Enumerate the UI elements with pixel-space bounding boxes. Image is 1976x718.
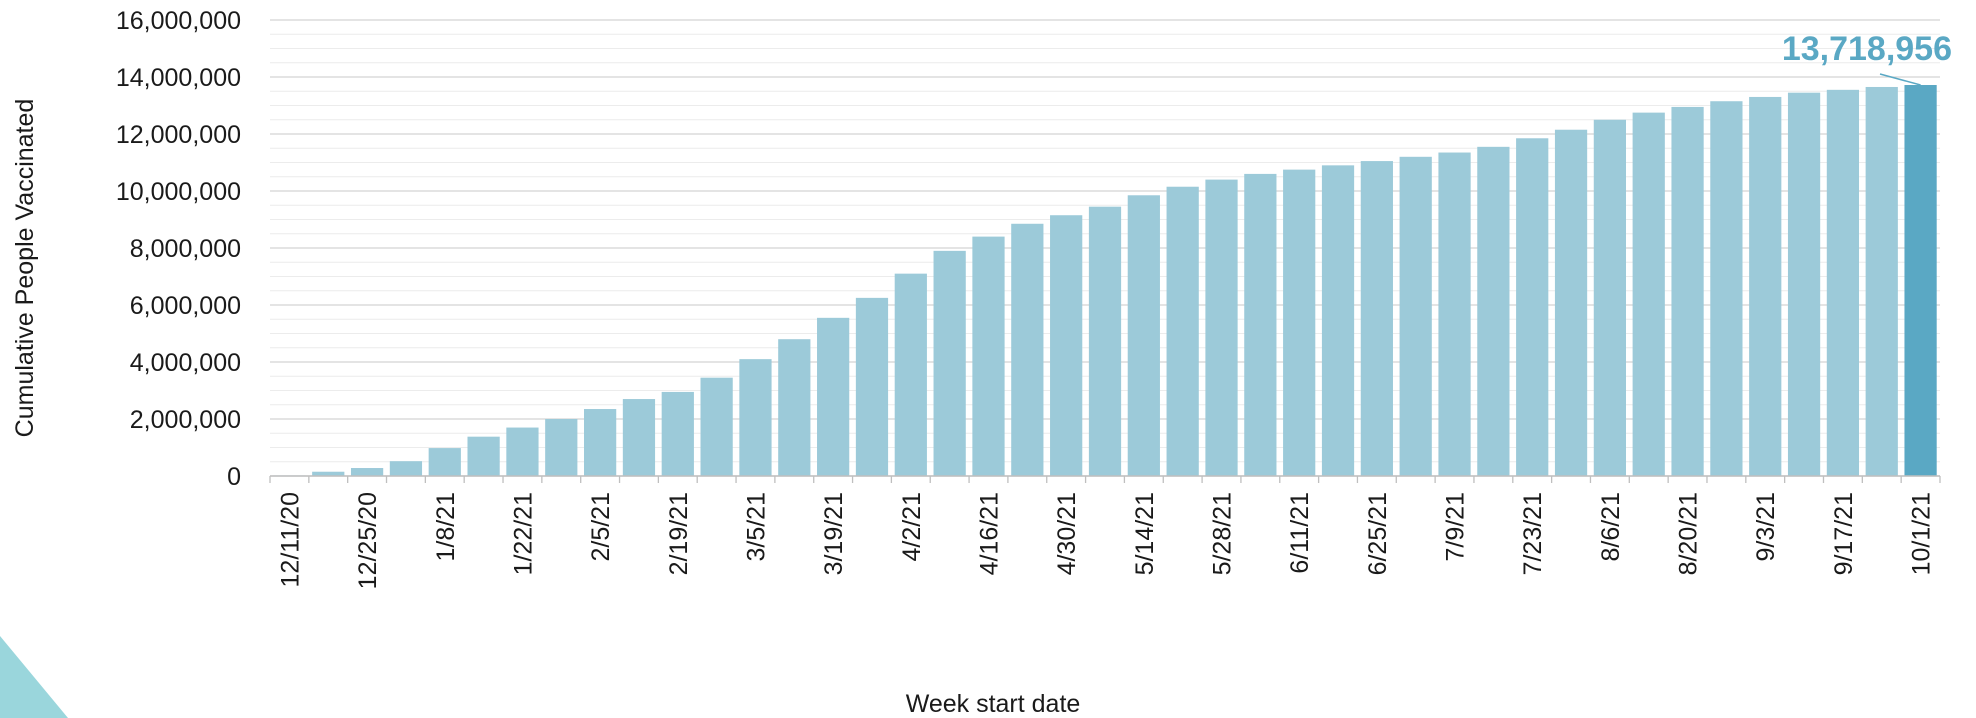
y-axis-tick-labels: 0 2,000,000 4,000,000 6,000,000 8,000,000 10,… xyxy=(116,7,241,491)
bar-4-16-21 xyxy=(972,236,1005,476)
bar-8-13-21 xyxy=(1632,112,1665,476)
bar-5-7-21 xyxy=(1088,206,1122,477)
bar-1-1-21 xyxy=(389,461,423,476)
x-tick-label: 4/16/21 xyxy=(975,492,1003,575)
y-axis-title: Cumulative People Vaccinated xyxy=(11,99,39,438)
bar-10-1-21 xyxy=(1904,85,1937,476)
bar-6-25-21 xyxy=(1360,161,1393,476)
x-axis-tick-labels: 12/11/20 12/25/20 1/8/21 1/22/21 2/5/21 2/19/… xyxy=(276,492,1935,589)
bar-5-28-21 xyxy=(1205,179,1238,476)
bar-3-5-21 xyxy=(739,359,772,476)
annotation-leader-line xyxy=(1879,73,1921,86)
bar-2-5-21 xyxy=(583,409,617,476)
bar-5-21-21 xyxy=(1166,186,1199,476)
corner-decoration-triangle xyxy=(0,636,68,718)
x-tick-label: 4/30/21 xyxy=(1053,492,1081,575)
bar-3-12-21 xyxy=(778,339,811,476)
x-tick-label: 6/25/21 xyxy=(1364,492,1392,575)
bar-6-4-21 xyxy=(1244,173,1277,476)
x-tick-label: 5/28/21 xyxy=(1209,492,1237,575)
x-tick-label: 12/11/20 xyxy=(276,492,304,587)
y-tick-label: 4,000,000 xyxy=(130,349,241,377)
x-tick-label: 2/19/21 xyxy=(665,492,693,575)
bars xyxy=(273,85,1937,477)
y-tick-label: 10,000,000 xyxy=(116,178,241,206)
x-tick-label: 2/5/21 xyxy=(587,492,615,562)
bar-9-3-21 xyxy=(1749,96,1782,476)
y-tick-label: 0 xyxy=(227,463,241,491)
bar-8-20-21 xyxy=(1671,106,1704,477)
bar-8-6-21 xyxy=(1593,119,1627,476)
bar-7-16-21 xyxy=(1477,146,1510,476)
x-tick-label: 5/14/21 xyxy=(1131,492,1159,575)
y-tick-label: 2,000,000 xyxy=(130,406,241,434)
bar-4-2-21 xyxy=(894,273,927,476)
bar-7-23-21 xyxy=(1516,138,1549,476)
x-tick-label: 9/17/21 xyxy=(1830,492,1858,575)
bar-3-19-21 xyxy=(817,317,850,476)
bar-7-9-21 xyxy=(1438,152,1471,476)
bar-5-14-21 xyxy=(1127,195,1160,476)
y-tick-label: 16,000,000 xyxy=(116,7,241,35)
bar-4-30-21 xyxy=(1050,215,1083,476)
bar-9-10-21 xyxy=(1787,92,1821,477)
bar-2-19-21 xyxy=(661,391,694,476)
x-tick-label: 6/11/21 xyxy=(1286,492,1314,574)
last-value-callout: 13,718,956 xyxy=(1782,30,1952,68)
bar-9-17-21 xyxy=(1826,89,1860,476)
bar-2-26-21 xyxy=(700,377,733,476)
y-tick-label: 14,000,000 xyxy=(116,64,241,92)
x-tick-label: 10/1/21 xyxy=(1908,492,1936,575)
bar-6-11-21 xyxy=(1283,169,1316,476)
x-tick-label: 7/9/21 xyxy=(1442,492,1470,562)
bar-9-24-21 xyxy=(1865,86,1898,476)
bar-3-26-21 xyxy=(855,297,889,476)
x-tick-label: 12/25/20 xyxy=(354,492,382,589)
bar-1-15-21 xyxy=(467,436,500,476)
x-tick-label: 3/19/21 xyxy=(820,492,848,575)
y-tick-label: 8,000,000 xyxy=(130,235,241,263)
bar-4-9-21 xyxy=(933,250,966,476)
bar-4-23-21 xyxy=(1011,223,1044,476)
bar-2-12-21 xyxy=(622,399,656,476)
bar-7-30-21 xyxy=(1554,129,1588,476)
y-tick-label: 6,000,000 xyxy=(130,292,241,320)
bar-8-27-21 xyxy=(1710,101,1743,476)
x-tick-label: 8/20/21 xyxy=(1675,492,1703,575)
y-tick-label: 12,000,000 xyxy=(116,121,241,149)
x-axis-ticks xyxy=(269,476,1941,483)
x-tick-label: 4/2/21 xyxy=(898,492,926,562)
x-tick-label: 9/3/21 xyxy=(1752,492,1780,562)
bar-6-18-21 xyxy=(1321,165,1355,476)
bar-7-2-21 xyxy=(1399,156,1432,477)
x-tick-label: 1/8/21 xyxy=(432,492,460,562)
x-tick-label: 7/23/21 xyxy=(1519,492,1547,575)
bar-1-8-21 xyxy=(428,448,461,476)
bar-1-22-21 xyxy=(506,427,539,476)
x-tick-label: 8/6/21 xyxy=(1597,492,1625,562)
bar-12-18-20 xyxy=(312,471,345,476)
x-tick-label: 1/22/21 xyxy=(509,492,537,575)
x-tick-label: 3/5/21 xyxy=(742,492,770,562)
bar-1-29-21 xyxy=(545,419,578,476)
bar-12-25-20 xyxy=(350,468,384,476)
x-axis-title: Week start date xyxy=(906,690,1081,718)
